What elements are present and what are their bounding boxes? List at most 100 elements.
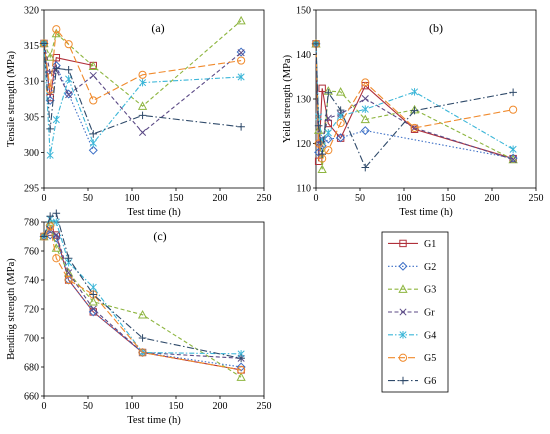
panel-tag: (a) (151, 21, 164, 35)
data-point (64, 40, 73, 49)
legend-marker (399, 331, 407, 339)
x-tick-label: 0 (314, 193, 319, 204)
data-point (89, 71, 97, 80)
legend-item-g3: G3 (388, 284, 436, 296)
data-point (52, 115, 60, 124)
y-tick-label: 720 (24, 305, 39, 316)
data-point (139, 78, 147, 87)
series-line (43, 20, 242, 107)
series-g6 (40, 39, 245, 138)
legend-label: G3 (424, 285, 436, 296)
series-g5 (311, 39, 518, 163)
legend-marker (398, 353, 408, 362)
legend-label: G2 (424, 262, 436, 273)
data-point (361, 78, 370, 87)
y-tick-label: 760 (24, 247, 39, 258)
y-tick-label: 120 (296, 139, 311, 150)
data-point (509, 105, 518, 114)
data-point (89, 130, 98, 138)
plot-frame (43, 9, 265, 189)
y-tick-label: 740 (24, 276, 39, 287)
x-tick-label: 100 (397, 193, 412, 204)
data-point (324, 88, 333, 97)
series-line (43, 27, 242, 102)
data-point (237, 49, 245, 57)
series-line (315, 43, 514, 160)
legend: G1 G2 G3 Gr G4 G5 G6 (381, 231, 449, 393)
data-point (65, 269, 73, 277)
data-point (317, 164, 327, 174)
data-point (314, 147, 324, 157)
legend-item-gr: Gr (388, 308, 435, 319)
data-point (361, 163, 370, 172)
series-line (315, 43, 514, 161)
x-tick-label: 100 (125, 401, 140, 412)
data-point (237, 354, 245, 363)
series-line (315, 43, 514, 150)
x-tick-label: 200 (213, 401, 228, 412)
data-point (509, 155, 517, 164)
data-point (237, 73, 245, 81)
legend-label: G1 (424, 239, 436, 250)
data-point (52, 25, 61, 34)
legend-marker (398, 284, 408, 293)
data-point (509, 88, 517, 97)
data-point (237, 56, 246, 65)
series-line (43, 43, 242, 156)
y-tick-label: 660 (24, 392, 39, 403)
y-tick-label: 295 (24, 184, 39, 195)
data-point (336, 133, 346, 143)
series-line (315, 43, 514, 162)
data-point (236, 15, 246, 25)
plot-frame (43, 221, 265, 397)
y-tick-label: 300 (24, 148, 39, 159)
data-point (314, 121, 323, 130)
series-g6 (312, 40, 517, 172)
legend-item-g1: G1 (388, 239, 436, 250)
series-line (43, 224, 242, 371)
data-point (46, 225, 54, 233)
data-point (51, 233, 61, 243)
data-point (324, 146, 333, 155)
y-axis-label: Bending strength (MPa) (6, 258, 17, 360)
legend-label: G5 (424, 353, 436, 364)
x-tick-label: 50 (83, 193, 93, 204)
data-point (410, 123, 419, 133)
legend-item-g4: G4 (388, 330, 436, 341)
x-tick-label: 250 (529, 193, 544, 204)
y-tick-label: 680 (24, 363, 39, 374)
panel-tag: (b) (429, 21, 443, 35)
data-point (237, 365, 246, 374)
data-point (236, 372, 246, 381)
x-tick-label: 150 (441, 193, 456, 204)
x-tick-label: 150 (169, 193, 184, 204)
y-tick-label: 315 (24, 41, 39, 52)
data-point (52, 209, 61, 218)
x-axis-label: Test time (h) (127, 207, 181, 218)
data-point (46, 151, 54, 160)
data-point (509, 145, 517, 154)
legend-marker (398, 261, 408, 271)
x-tick-label: 50 (83, 401, 93, 412)
series-line (43, 234, 242, 368)
series-gr (312, 40, 517, 164)
y-tick-label: 320 (24, 6, 39, 17)
y-tick-label: 130 (296, 95, 311, 106)
data-point (89, 96, 98, 105)
data-point (89, 139, 97, 147)
plot-frame (315, 9, 537, 189)
data-point (64, 275, 73, 285)
data-point (52, 254, 61, 263)
data-point (137, 101, 148, 110)
data-point (360, 126, 370, 136)
series-g6 (40, 209, 245, 363)
x-tick-label: 150 (169, 401, 184, 412)
x-tick-label: 0 (42, 193, 47, 204)
data-point (89, 283, 97, 292)
data-point (138, 334, 147, 342)
data-point (318, 84, 326, 93)
y-axis-label: Yeild strength (MPa) (282, 54, 293, 143)
data-point (138, 348, 147, 357)
y-tick-label: 780 (24, 218, 39, 229)
data-point (336, 106, 345, 114)
